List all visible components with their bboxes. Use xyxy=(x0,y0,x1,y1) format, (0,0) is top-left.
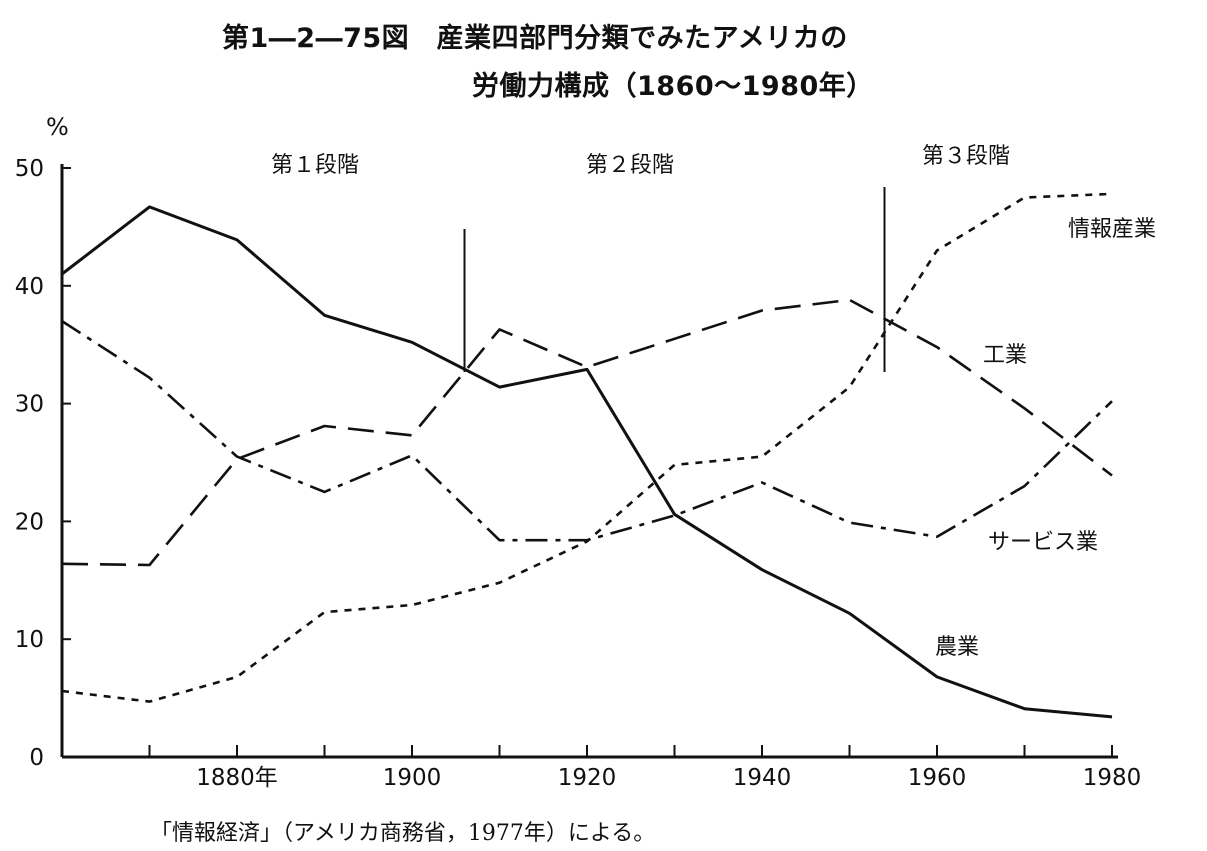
x-tick-label: 1940 xyxy=(733,765,792,791)
series-label: 情報産業 xyxy=(1068,217,1156,242)
x-tick-label: 1980 xyxy=(1083,765,1142,791)
source-note: 「情報経済」（アメリカ商務省，1977年）による。 xyxy=(150,821,656,846)
stage-markers: 第１段階 第２段階 第３段階 xyxy=(271,144,1010,372)
x-tick-label: 1880年 xyxy=(196,765,278,791)
x-tick-label: 1920 xyxy=(558,765,617,791)
series-line xyxy=(61,192,1113,703)
stage-label: 第２段階 xyxy=(586,153,674,178)
series-line xyxy=(61,320,1113,542)
y-tick-label: 10 xyxy=(15,627,44,653)
series-lines xyxy=(61,192,1113,719)
y-axis-unit: % xyxy=(46,113,69,141)
stage-label: 第１段階 xyxy=(271,153,359,178)
series-label: 工業 xyxy=(983,343,1027,368)
series-label: 農業 xyxy=(935,635,979,660)
chart-title-line1: 第1―2―75図 産業四部門分類でみたアメリカの xyxy=(222,23,848,54)
y-tick-label: 30 xyxy=(15,392,44,418)
x-tick-label: 1960 xyxy=(908,765,967,791)
stage-label: 第３段階 xyxy=(922,144,1010,169)
y-tick-label: 50 xyxy=(15,156,44,182)
x-tick-label: 1900 xyxy=(383,765,442,791)
y-tick-label: 0 xyxy=(29,745,44,771)
axes: 0 10 20 30 40 50% 1880年 1900 1920 1940 1960 1980 xyxy=(15,113,1142,791)
series-line xyxy=(61,205,1113,719)
y-tick-label: 40 xyxy=(15,274,44,300)
chart-title-line2: 労働力構成（1860～1980年） xyxy=(472,71,874,102)
y-tick-label: 20 xyxy=(15,509,44,535)
series-line xyxy=(61,298,1113,567)
series-label: サービス業 xyxy=(988,530,1098,555)
